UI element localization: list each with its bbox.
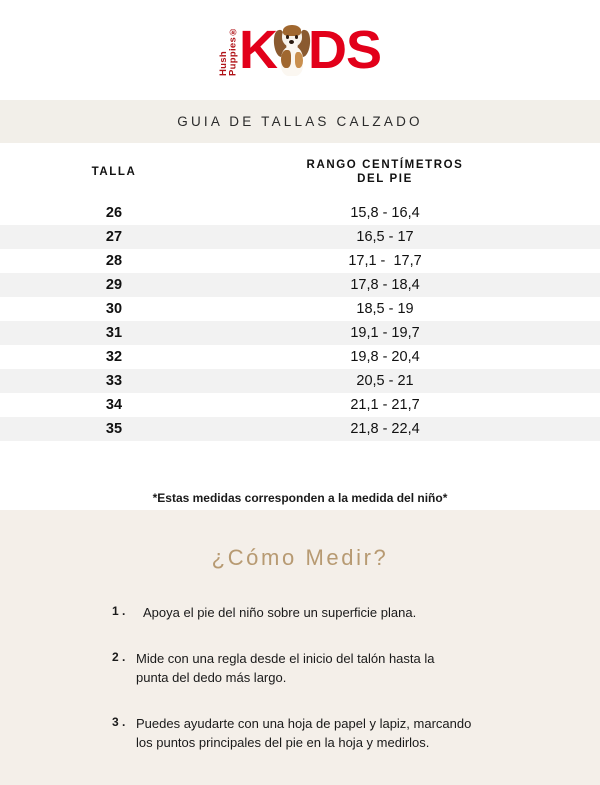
table-row: 29 17,8 - 18,4	[0, 273, 600, 297]
logo-header: Hush Puppies® K DS	[0, 0, 600, 100]
step-text: Puedes ayudarte con una hoja de papel y …	[136, 716, 472, 750]
step-number: 1 .	[112, 604, 126, 618]
cell-talla: 27	[105, 229, 123, 245]
cell-talla: 32	[105, 349, 123, 365]
cell-talla: 34	[105, 397, 123, 413]
list-item: 1 . Apoya el pie del niño sobre un super…	[112, 603, 560, 622]
cell-rango: 19,1 - 19,7	[350, 325, 420, 341]
cell-rango: 16,5 - 17	[356, 229, 414, 245]
cell-rango: 21,1 - 21,7	[350, 397, 420, 413]
cell-talla: 35	[105, 421, 123, 437]
hush-puppies-kids-logo: Hush Puppies® K DS	[217, 20, 382, 80]
table-footnote: *Estas medidas corresponden a la medida …	[152, 491, 448, 505]
cell-rango: 17,8 - 18,4	[350, 277, 420, 293]
step-number: 2 .	[112, 650, 126, 664]
table-row: 33 20,5 - 21	[0, 369, 600, 393]
cell-talla: 26	[105, 205, 123, 221]
table-row: 32 19,8 - 20,4	[0, 345, 600, 369]
step-text: Apoya el pie del niño sobre un superfici…	[143, 605, 417, 620]
cell-talla: 31	[105, 325, 123, 341]
logo-letter-k: K	[238, 20, 278, 80]
how-to-measure-title: ¿Cómo Medir?	[211, 545, 389, 570]
how-to-measure-section: ¿Cómo Medir? 1 . Apoya el pie del niño s…	[0, 510, 600, 785]
list-item: 3 . Puedes ayudarte con una hoja de pape…	[112, 714, 560, 752]
hush-puppies-wordmark: Hush Puppies®	[217, 25, 239, 76]
cell-rango: 18,5 - 19	[356, 301, 414, 317]
step-text: Mide con una regla desde el inicio del t…	[136, 651, 435, 685]
logo-letters-ds: DS	[307, 20, 382, 80]
column-header-rango: RANGO CENTÍMETROS DEL PIE	[228, 158, 600, 186]
table-row: 31 19,1 - 19,7	[0, 321, 600, 345]
basset-hound-dog-icon	[272, 22, 311, 78]
column-header-rango-line2: DEL PIE	[357, 173, 413, 185]
cell-rango: 19,8 - 20,4	[350, 349, 420, 365]
list-item: 2 . Mide con una regla desde el inicio d…	[112, 649, 560, 687]
cell-talla: 33	[105, 373, 123, 389]
cell-talla: 30	[105, 301, 123, 317]
size-table: TALLA RANGO CENTÍMETROS DEL PIE 26 15,8 …	[0, 143, 600, 505]
table-row: 26 15,8 - 16,4	[0, 201, 600, 225]
column-header-talla: TALLA	[91, 166, 137, 178]
page-title: GUIA DE TALLAS CALZADO	[177, 114, 423, 129]
table-row: 35 21,8 - 22,4	[0, 417, 600, 441]
cell-rango: 15,8 - 16,4	[350, 205, 420, 221]
table-row: 30 18,5 - 19	[0, 297, 600, 321]
table-row: 34 21,1 - 21,7	[0, 393, 600, 417]
table-row: 27 16,5 - 17	[0, 225, 600, 249]
cell-rango: 20,5 - 21	[356, 373, 414, 389]
column-header-rango-line1: RANGO CENTÍMETROS	[306, 159, 464, 171]
table-header-row: TALLA RANGO CENTÍMETROS DEL PIE	[0, 143, 600, 201]
measure-steps-list: 1 . Apoya el pie del niño sobre un super…	[0, 603, 600, 752]
cell-rango: 21,8 - 22,4	[350, 421, 420, 437]
step-number: 3 .	[112, 715, 126, 729]
cell-rango: 17,1 - 17,7	[348, 253, 422, 269]
cell-talla: 29	[105, 277, 123, 293]
cell-talla: 28	[105, 253, 123, 269]
table-row: 28 17,1 - 17,7	[0, 249, 600, 273]
size-guide-title-band: GUIA DE TALLAS CALZADO	[0, 100, 600, 143]
